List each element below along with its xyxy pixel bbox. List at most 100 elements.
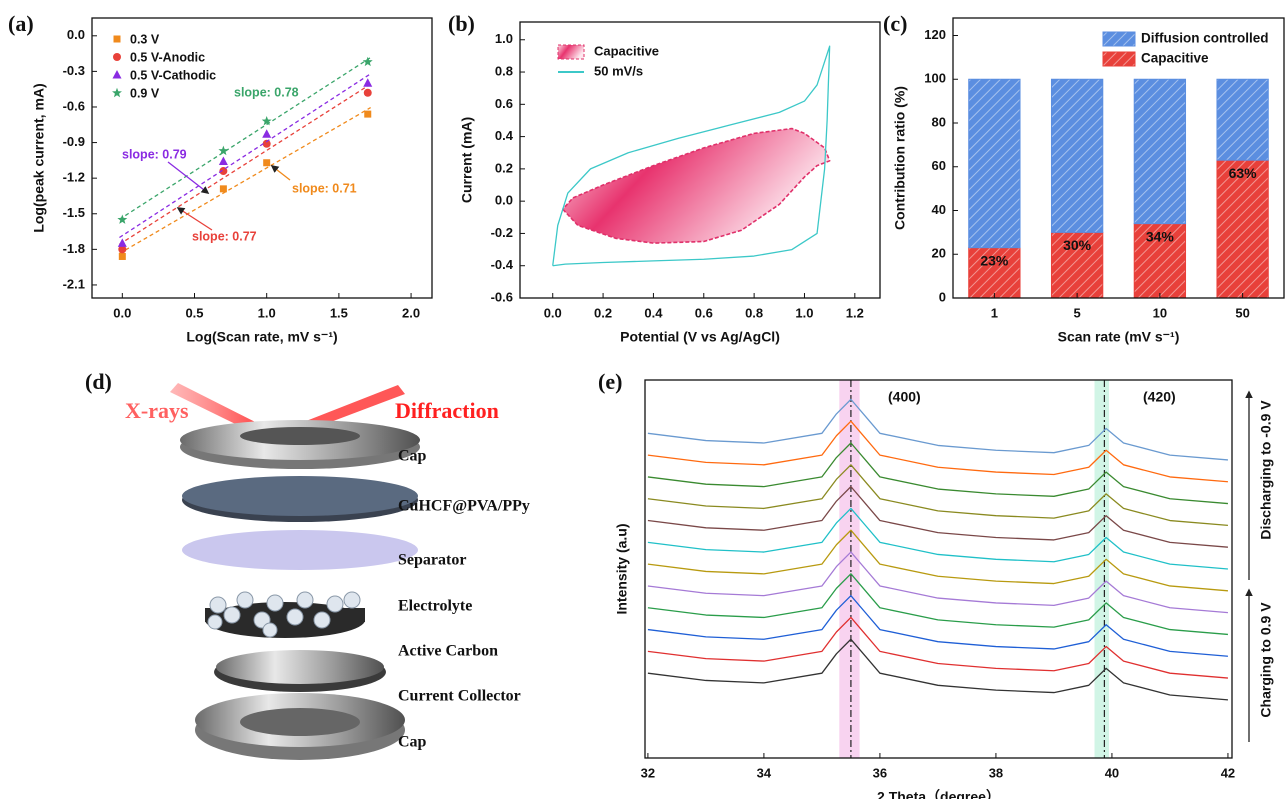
layer-label: Current Collector [398,688,521,705]
y-axis-label: Log(peak current, mA) [31,83,47,232]
y-tick-label: -0.3 [63,63,85,78]
point [364,110,372,118]
x-axis-label: Scan rate (mV s⁻¹) [1058,329,1180,345]
y-tick-label: 0.0 [495,193,513,208]
panel-label: (d) [85,369,112,394]
y-tick-label: 0.4 [495,128,514,143]
cap-bottom-well [240,708,360,736]
panel-label: (e) [598,369,622,394]
x-tick-label: 0.0 [544,305,562,320]
x-tick-label: 2.0 [402,305,420,320]
x-tick-label: 10 [1153,305,1167,320]
x-tick-label: 1.2 [846,305,864,320]
layer-label: Electrolyte [398,598,472,615]
curve [647,398,1228,461]
y-tick-label: -2.1 [63,276,85,291]
legend-label: Capacitive [1141,51,1209,66]
curve [647,442,1228,505]
x-axis-label: 2 Theta（degree） [877,789,1000,799]
point [263,159,271,167]
x-axis-label: Log(Scan rate, mV s⁻¹) [186,329,337,345]
cap-hole [240,427,360,445]
x-tick-label: 0.6 [695,305,713,320]
x-tick-label: 1.0 [258,305,276,320]
point [363,88,372,97]
trend-line [119,83,371,245]
layer-label: Cap [398,734,427,751]
point [118,252,126,260]
beam-label: Diffraction [395,398,499,423]
panel-label: (b) [448,11,475,36]
value-label: 34% [1146,228,1175,244]
x-tick-label: 50 [1235,305,1249,320]
legend-label: Capacitive [594,43,659,58]
legend-label: 50 mV/s [594,63,643,78]
point [262,129,272,138]
curve [647,485,1228,548]
point [117,238,127,247]
x-tick-label: 42 [1221,765,1235,780]
curve [647,616,1228,679]
legend-swatch [1102,31,1136,47]
value-label: 30% [1063,237,1092,253]
point [118,245,127,254]
layer-label: Active Carbon [398,643,498,660]
curve [647,573,1228,636]
bar-segment [968,78,1021,249]
annotation: slope: 0.71 [292,181,357,195]
x-tick-label: 1 [991,305,998,320]
bar-segment [1216,78,1269,161]
annotation: slope: 0.78 [234,85,299,99]
x-tick-label: 40 [1105,765,1119,780]
x-tick-label: 1.0 [795,305,813,320]
y-tick-label: -0.2 [491,225,513,240]
bar-segment [968,247,1021,299]
annotation: slope: 0.77 [192,229,257,243]
legend-label: 0.5 V-Cathodic [130,68,216,82]
annotation-arrow [167,161,210,194]
electrolyte-beads [207,591,361,638]
y-tick-label: 100 [924,71,946,86]
y-tick-label: 20 [932,246,946,261]
trend-line [119,73,371,239]
y-tick-label: -1.8 [63,241,85,256]
side-label: Discharging to -0.9 V [1258,400,1274,540]
y-tick-label: 0.6 [495,96,513,111]
y-tick-label: -1.5 [63,205,85,220]
curve [647,507,1228,570]
y-axis-label: Intensity (a.u) [614,523,630,614]
legend-label: 0.3 V [130,32,160,46]
y-tick-label: -0.6 [63,98,85,113]
y-tick-label: 0.0 [67,27,85,42]
point [117,214,128,224]
bar-segment [1050,231,1104,299]
point [262,139,271,148]
cell-diagram: (d) X-rays Diffraction [85,369,499,760]
legend-marker [112,70,122,79]
x-tick-label: 0.5 [185,305,203,320]
y-tick-label: 40 [932,202,946,217]
value-label: 23% [980,252,1009,268]
curve [647,529,1228,592]
y-axis-label: Current (mA) [459,117,475,203]
curve [647,551,1228,614]
legend-marker [113,53,121,61]
y-tick-label: 0 [939,289,946,304]
y-tick-label: 60 [932,158,946,173]
area [562,127,831,244]
x-tick-label: 0.2 [594,305,612,320]
x-tick-label: 36 [873,765,887,780]
x-axis-label: Potential (V vs Ag/AgCl) [620,329,780,345]
curve [647,420,1228,483]
point [218,156,228,166]
legend-swatch [557,44,585,60]
x-tick-label: 38 [989,765,1003,780]
legend-marker [112,87,122,98]
y-tick-label: -1.2 [63,170,85,185]
bar-segment [1133,78,1187,225]
separator [182,530,418,570]
y-tick-label: 0.8 [495,63,513,78]
annotation-arrow [270,165,291,181]
